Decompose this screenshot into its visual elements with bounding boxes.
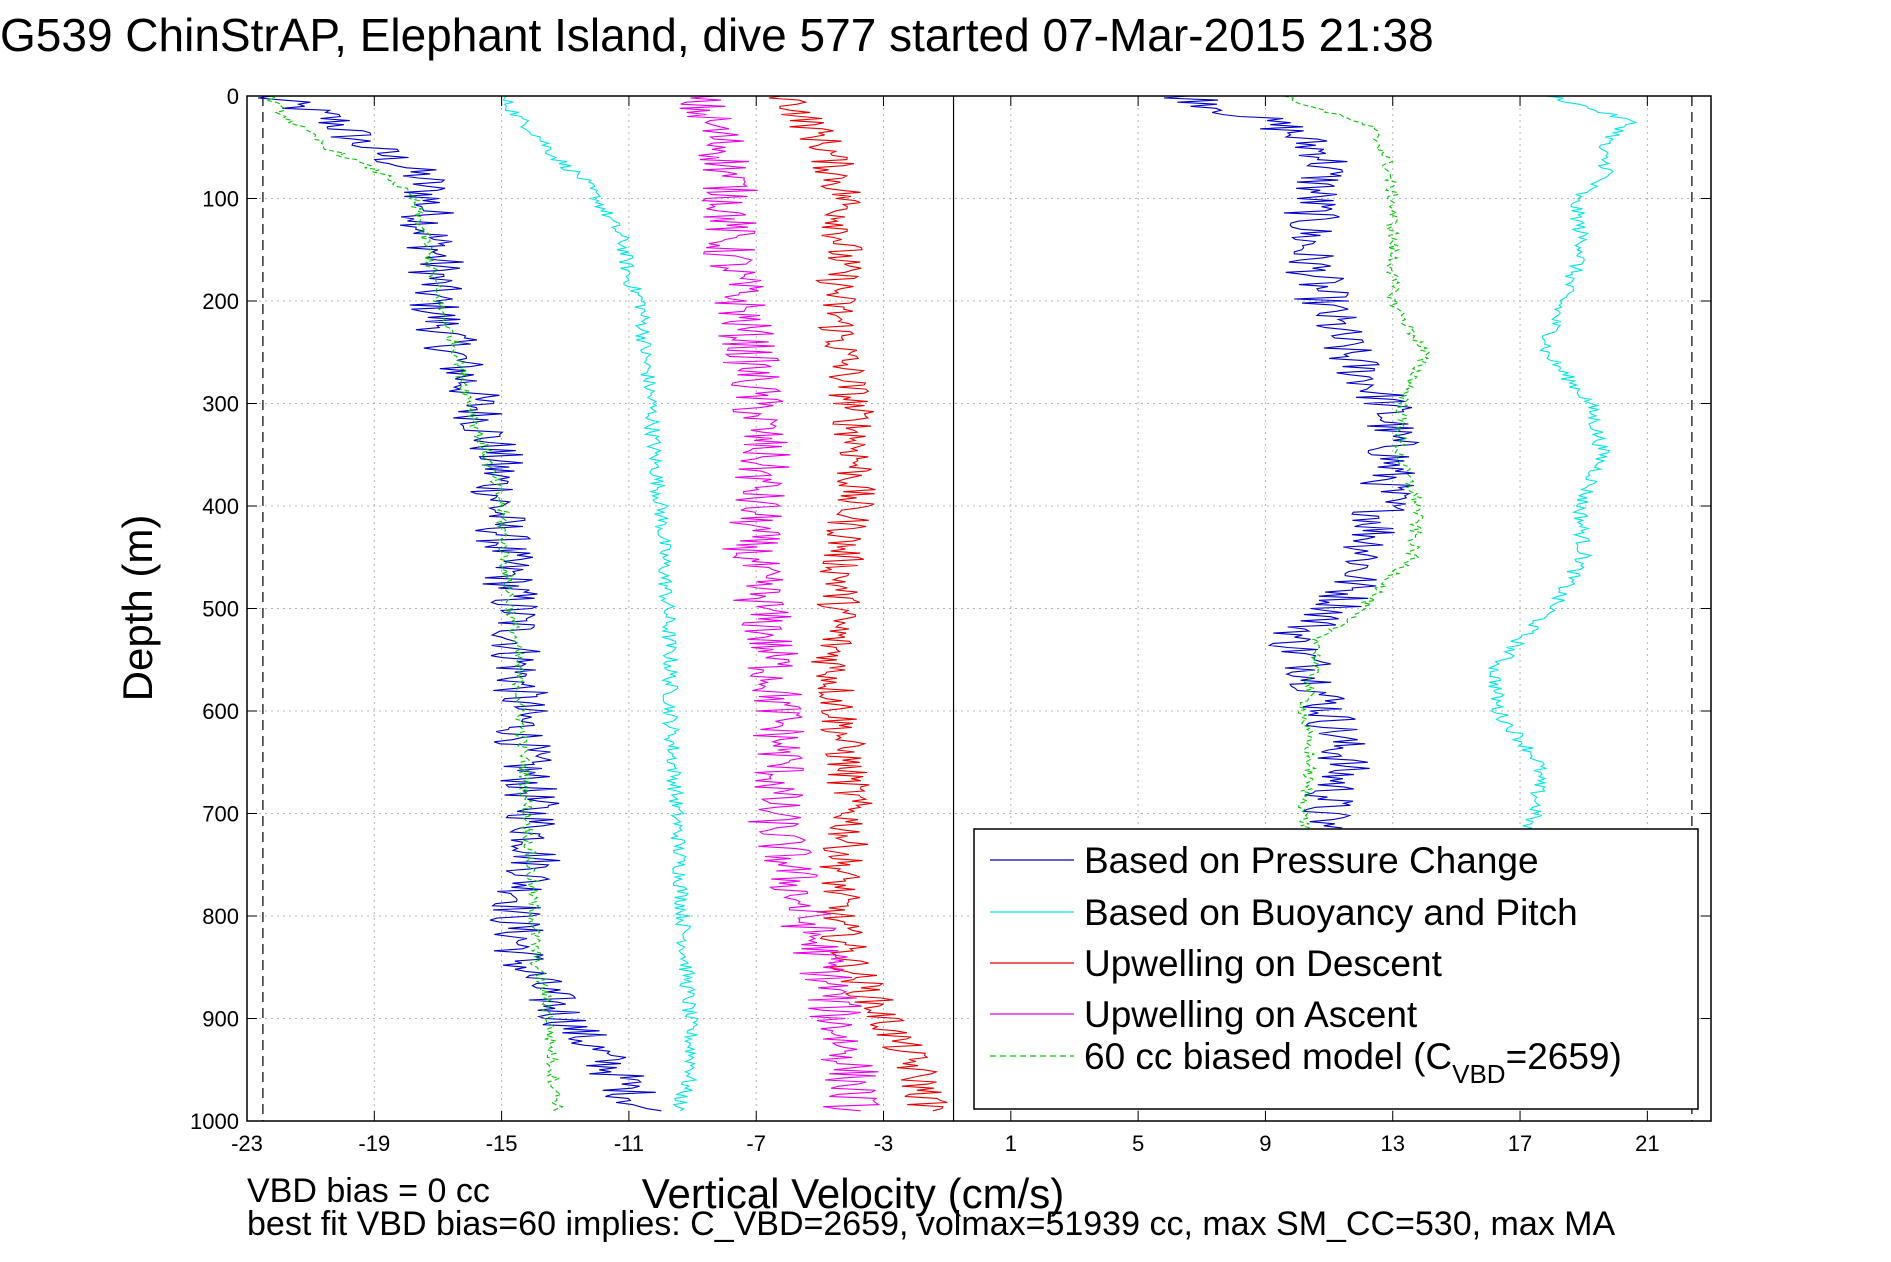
series-based-on-buoyancy-and-pitch	[502, 95, 1638, 1112]
x-tick-label: 13	[1380, 1131, 1404, 1156]
series-upwelling-on-ascent	[679, 95, 881, 1112]
y-tick-label: 1000	[190, 1109, 239, 1134]
legend-item: Based on Pressure Change	[990, 840, 1539, 881]
series-line	[502, 95, 699, 1112]
x-tick-label: -11	[614, 1131, 644, 1156]
x-tick-label: -15	[486, 1131, 518, 1156]
y-tick-label: 100	[202, 187, 239, 212]
series-line	[258, 95, 662, 1112]
series-line	[679, 95, 881, 1112]
legend-label: Upwelling on Ascent	[1084, 994, 1418, 1035]
vbd-bias-note: VBD bias = 0 cc	[247, 1172, 490, 1210]
x-tick-label: -19	[358, 1131, 390, 1156]
series-line	[1487, 95, 1638, 835]
legend-item: Upwelling on Descent	[990, 943, 1443, 984]
best-fit-note: best fit VBD bias=60 implies: C_VBD=2659…	[247, 1205, 1616, 1243]
series-based-on-pressure-change	[258, 95, 1421, 1112]
x-axis-label: Vertical Velocity (cm/s)	[641, 1170, 1065, 1217]
x-tick-label: 9	[1259, 1131, 1271, 1156]
axis-ticks: -23 -19 -15 -11 -7 -3 1 5 9 13 17 21 0 100 200 300 400 50…	[190, 84, 1711, 1156]
y-axis-label: Depth (m)	[114, 514, 161, 702]
series-upwelling-on-descent	[768, 95, 948, 1112]
x-tick-label: 5	[1132, 1131, 1144, 1156]
legend-item: 60 cc biased model (CVBD=2659)	[990, 1036, 1622, 1089]
y-tick-label: 900	[202, 1007, 239, 1032]
y-tick-label: 300	[202, 392, 239, 417]
y-tick-label: 500	[202, 597, 239, 622]
series-line	[266, 95, 565, 1112]
x-tick-label: -23	[231, 1131, 263, 1156]
legend-label: Based on Pressure Change	[1084, 840, 1539, 881]
series-line	[768, 95, 948, 1112]
legend-label: 60 cc biased model (CVBD=2659)	[1084, 1036, 1622, 1089]
data-series	[258, 95, 1638, 1112]
legend-item: Based on Buoyancy and Pitch	[990, 892, 1578, 933]
legend-label: Upwelling on Descent	[1084, 943, 1443, 984]
x-tick-label: 1	[1005, 1131, 1017, 1156]
series-line	[1163, 95, 1421, 835]
y-tick-label: 700	[202, 802, 239, 827]
y-tick-label: 800	[202, 904, 239, 929]
legend: Based on Pressure Change Based on Buoyanc…	[973, 828, 1699, 1110]
x-tick-label: 17	[1508, 1131, 1532, 1156]
legend-box	[973, 828, 1699, 1110]
series-line	[1283, 95, 1431, 835]
x-tick-label: 21	[1635, 1131, 1659, 1156]
y-tick-label: 600	[202, 699, 239, 724]
y-tick-label: 0	[227, 84, 239, 109]
y-tick-label: 200	[202, 289, 239, 314]
legend-label: Based on Buoyancy and Pitch	[1084, 892, 1578, 933]
x-tick-label: -3	[874, 1131, 894, 1156]
x-tick-label: -7	[746, 1131, 766, 1156]
chart-title: G539 ChinStrAP, Elephant Island, dive 57…	[0, 9, 1434, 61]
series-60-cc-biased-model-cvbd-2659	[266, 95, 1431, 1112]
legend-item: Upwelling on Ascent	[990, 994, 1418, 1035]
y-tick-label: 400	[202, 494, 239, 519]
